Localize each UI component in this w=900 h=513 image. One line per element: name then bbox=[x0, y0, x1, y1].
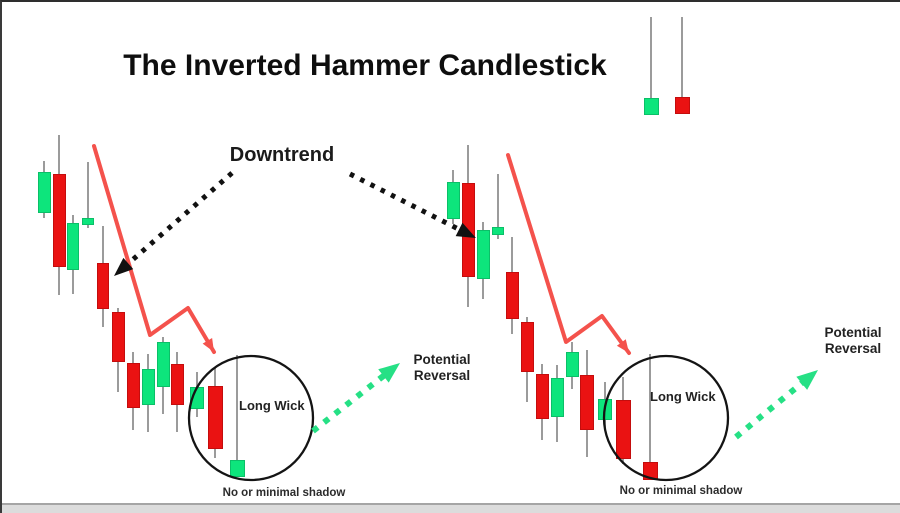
potential-reversal-label-left: Potential Reversal bbox=[405, 352, 479, 384]
bullish-candle-body bbox=[565, 352, 579, 377]
downtrend-arrow-left-head bbox=[114, 257, 134, 276]
candle-wick bbox=[650, 17, 652, 115]
bearish-candle-body bbox=[97, 263, 109, 309]
long-wick-label-left: Long Wick bbox=[239, 398, 305, 413]
long-wick-label-right: Long Wick bbox=[650, 389, 716, 404]
reversal-line: Reversal bbox=[413, 368, 471, 383]
bullish-candle-body bbox=[643, 98, 659, 115]
bullish-candle-body bbox=[82, 218, 94, 225]
downtrend-label: Downtrend bbox=[229, 144, 335, 166]
bearish-candle-body bbox=[207, 386, 223, 449]
bearish-candle-body bbox=[520, 322, 534, 372]
bearish-candle-body bbox=[615, 400, 631, 459]
no-shadow-label-right: No or minimal shadow bbox=[619, 485, 743, 497]
reversal-arrow-left-head bbox=[378, 363, 400, 383]
downtrend-arrow-left bbox=[123, 171, 234, 269]
bullish-candle-body bbox=[37, 172, 51, 213]
bearish-candle-body bbox=[170, 364, 184, 405]
potential-line: Potential bbox=[413, 352, 471, 367]
bullish-candle-body bbox=[141, 369, 155, 405]
trendline-left bbox=[92, 144, 216, 354]
potential-reversal-label-right: Potential Reversal bbox=[816, 325, 890, 357]
bearish-candle-body bbox=[580, 375, 594, 430]
bearish-candle-body bbox=[505, 272, 519, 319]
reversal-arrow-left bbox=[311, 370, 390, 434]
trendline-arrowhead-left bbox=[202, 338, 214, 352]
bearish-candle-body bbox=[535, 374, 549, 419]
candle-wick bbox=[649, 354, 651, 480]
bullish-candle-body bbox=[229, 460, 245, 477]
potential-line: Potential bbox=[824, 325, 882, 340]
highlight-circle-left bbox=[187, 354, 315, 482]
reversal-line: Reversal bbox=[824, 341, 882, 356]
downtrend-arrow-right bbox=[348, 171, 465, 234]
bullish-candle-body bbox=[446, 182, 460, 219]
candle-wick bbox=[87, 162, 89, 228]
bullish-candle-body bbox=[67, 223, 79, 270]
reversal-arrow-right-head bbox=[796, 370, 818, 390]
diagram-title: The Inverted Hammer Candlestick bbox=[123, 49, 607, 82]
trendline-arrowhead-right bbox=[616, 339, 629, 353]
bearish-candle-body bbox=[111, 312, 125, 362]
reversal-arrow-right bbox=[734, 377, 808, 440]
highlight-circle-right bbox=[602, 354, 730, 482]
bullish-candle-body bbox=[550, 378, 564, 417]
downtrend-arrow-right-head bbox=[455, 222, 476, 238]
trendline-right bbox=[506, 153, 631, 355]
candle-wick bbox=[236, 355, 238, 477]
bearish-candle-body bbox=[126, 363, 140, 408]
no-shadow-label-left: No or minimal shadow bbox=[222, 487, 346, 499]
bullish-candle-body bbox=[476, 230, 490, 279]
bullish-candle-body bbox=[156, 342, 170, 387]
bearish-candle-body bbox=[674, 97, 690, 114]
candle-wick bbox=[497, 174, 499, 239]
bearish-candle-body bbox=[52, 174, 66, 267]
bearish-candle-body bbox=[642, 462, 658, 480]
candle-wick bbox=[681, 17, 683, 114]
bullish-candle-body bbox=[492, 227, 504, 235]
bottom-border bbox=[2, 503, 900, 513]
